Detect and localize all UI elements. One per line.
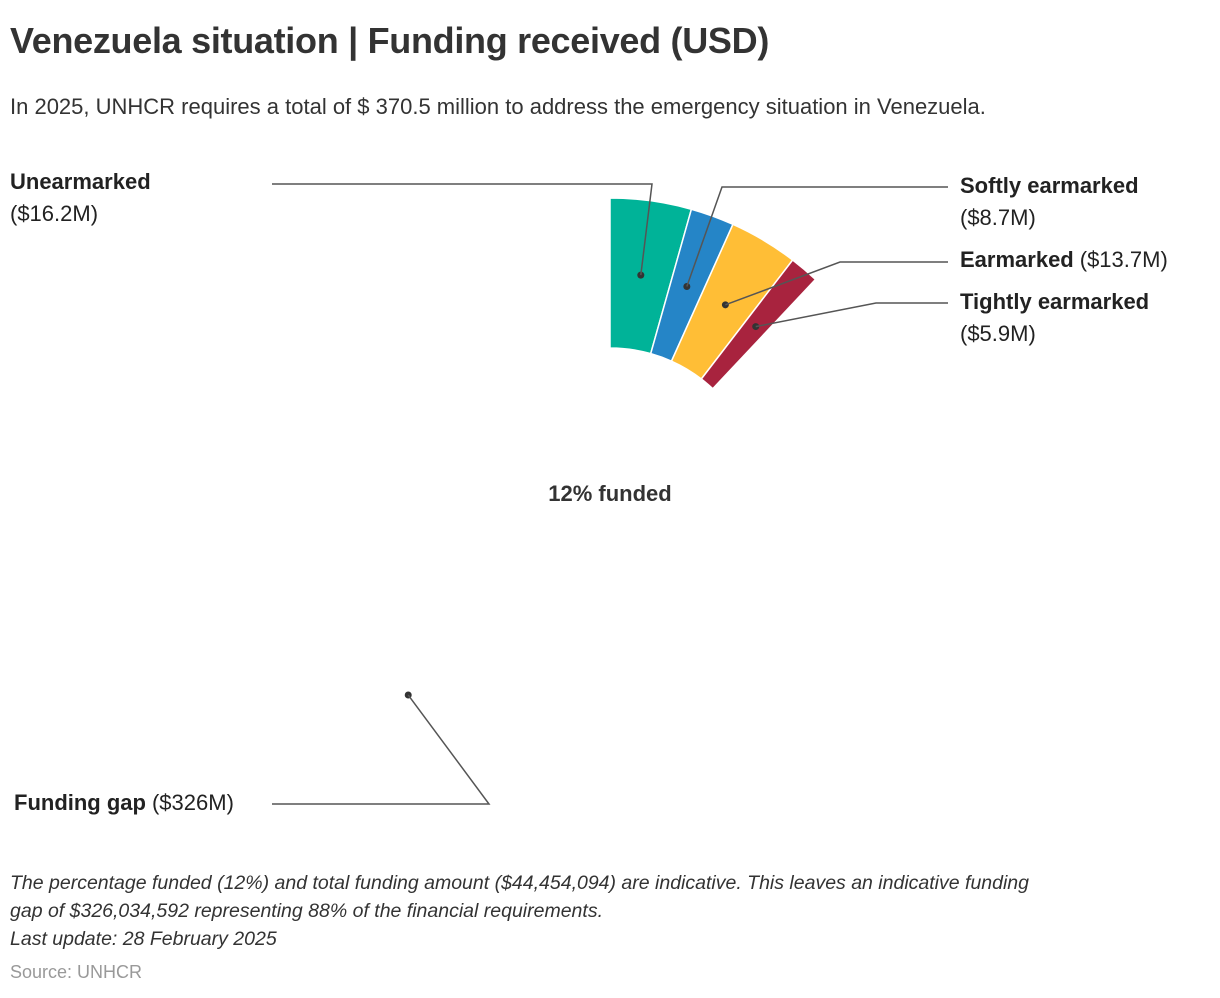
slice-funding-gap[interactable] [310, 198, 911, 798]
leader-lines [272, 183, 948, 805]
label-softly-earmarked: Softly earmarked ($8.7M) [960, 173, 1139, 230]
label-value-softly-earmarked: ($8.7M) [960, 205, 1036, 230]
leader-line-softly-earmarked [686, 186, 948, 287]
chart-title: Venezuela situation | Funding received (… [10, 20, 770, 61]
label-name-earmarked: Earmarked [960, 247, 1074, 272]
footnote-line-1: The percentage funded (12%) and total fu… [10, 872, 1029, 894]
label-name-tightly-earmarked: Tightly earmarked [960, 289, 1149, 314]
leader-line-tightly-earmarked [755, 302, 948, 328]
label-value-earmarked: ($13.7M) [1080, 247, 1168, 272]
funded-percentage-label: 12% funded [548, 481, 671, 506]
source-note: Source: UNHCR [10, 962, 143, 982]
label-funding-gap: Funding gap ($326M) [14, 790, 234, 815]
leader-line-unearmarked [272, 183, 653, 276]
leader-line-earmarked [725, 261, 948, 306]
slice-labels: Unearmarked ($16.2M) Softly earmarked ($8.7… [10, 169, 1168, 815]
label-unearmarked: Unearmarked ($16.2M) [10, 169, 151, 226]
label-earmarked: Earmarked ($13.7M) [960, 247, 1168, 272]
footnote: The percentage funded (12%) and total fu… [10, 869, 1205, 953]
label-value-funding-gap: ($326M) [152, 790, 234, 815]
chart-subtitle: In 2025, UNHCR requires a total of $ 370… [10, 94, 986, 119]
label-value-unearmarked: ($16.2M) [10, 201, 98, 226]
footnote-line-3: Last update: 28 February 2025 [10, 928, 277, 950]
leader-line-funding-gap [272, 694, 491, 805]
label-name-funding-gap: Funding gap [14, 790, 146, 815]
label-value-tightly-earmarked: ($5.9M) [960, 321, 1036, 346]
label-name-softly-earmarked: Softly earmarked [960, 173, 1139, 198]
footnote-line-2: gap of $326,034,592 representing 88% of … [10, 900, 603, 922]
label-name-unearmarked: Unearmarked [10, 169, 151, 194]
label-tightly-earmarked: Tightly earmarked ($5.9M) [960, 289, 1149, 346]
